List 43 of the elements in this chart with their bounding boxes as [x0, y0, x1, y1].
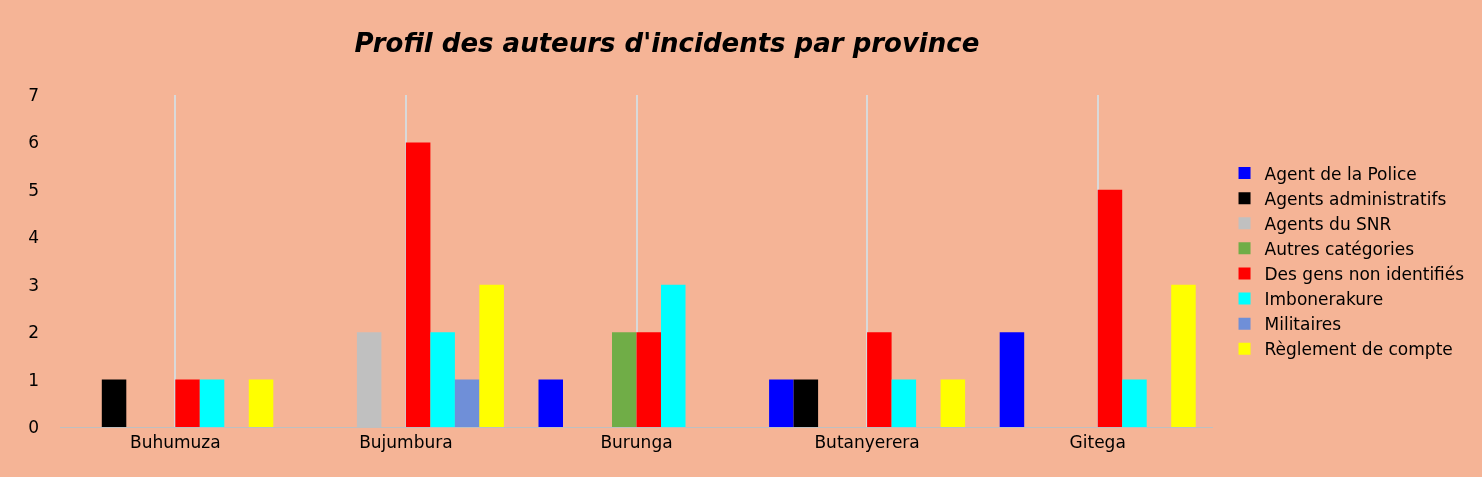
bar	[405, 142, 431, 427]
bar	[538, 379, 563, 427]
legend-label: Militaires	[1264, 314, 1342, 335]
bar	[612, 332, 637, 427]
x-tick-label: Butanyerera	[814, 432, 920, 453]
bar	[661, 284, 686, 427]
bar	[479, 284, 504, 427]
legend-label: Agent de la Police	[1264, 163, 1417, 184]
bar	[1097, 189, 1123, 427]
bar	[1122, 379, 1147, 427]
legend-label: Règlement de compte	[1264, 339, 1453, 360]
bar	[999, 332, 1025, 427]
x-tick-label: Gitega	[1069, 432, 1126, 453]
bar	[636, 332, 661, 427]
legend-label: Agents du SNR	[1264, 213, 1392, 234]
bar	[101, 379, 127, 427]
legend-label: Autres catégories	[1264, 238, 1415, 259]
bar	[940, 379, 966, 427]
y-tick-label: 6	[28, 132, 39, 153]
bar	[793, 379, 819, 427]
y-tick-label: 7	[28, 84, 39, 105]
legend-label: Des gens non identifiés	[1264, 264, 1465, 285]
legend-label: Agents administratifs	[1264, 188, 1447, 209]
bar	[430, 332, 455, 427]
y-tick-label: 0	[28, 416, 39, 437]
bar	[175, 379, 200, 427]
y-tick-label: 1	[28, 369, 39, 390]
x-tick-label: Buhumuza	[129, 432, 221, 453]
bar	[199, 379, 225, 427]
y-tick-label: 3	[28, 274, 39, 295]
y-tick-label: 5	[28, 179, 39, 200]
bar	[1171, 284, 1196, 427]
x-tick-label: Burunga	[600, 432, 673, 453]
chart-title: Profil des auteurs d'incidents par province	[354, 27, 980, 58]
y-tick-label: 2	[28, 322, 39, 343]
bar	[769, 379, 794, 427]
y-tick-label: 4	[28, 227, 39, 248]
bar	[454, 379, 480, 427]
x-tick-label: Bujumbura	[359, 432, 453, 453]
bar	[248, 379, 274, 427]
bar	[867, 332, 892, 427]
bar	[891, 379, 917, 427]
legend-label: Imbonerakure	[1264, 289, 1384, 310]
